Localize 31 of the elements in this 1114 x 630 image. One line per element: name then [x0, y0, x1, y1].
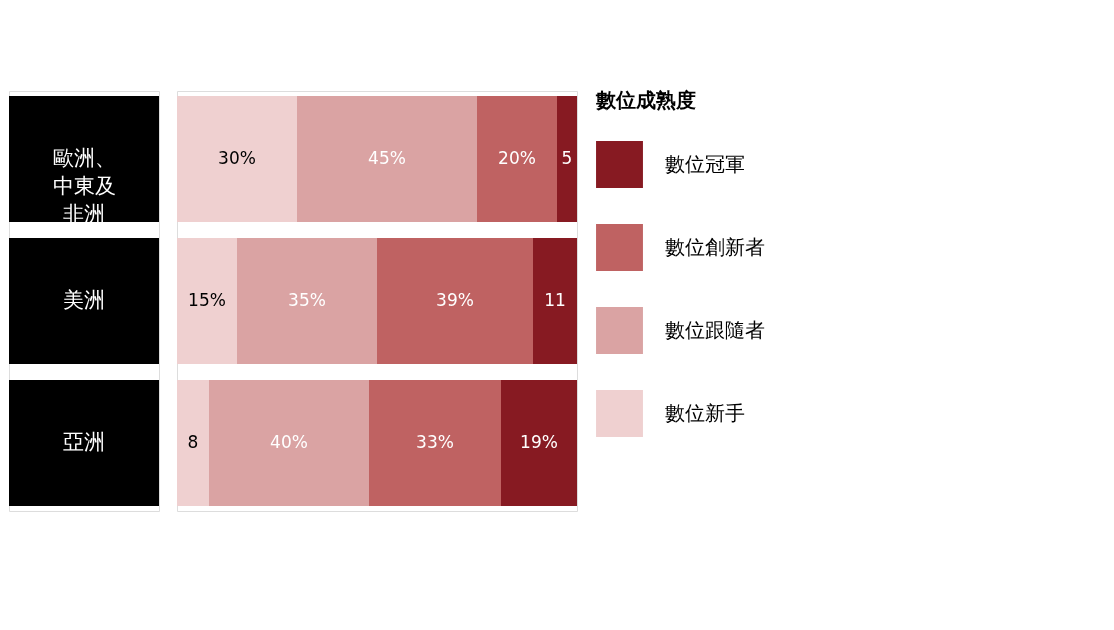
- bar: [533, 238, 577, 364]
- bar: [501, 379, 577, 506]
- data-label: 19%: [520, 431, 558, 452]
- legend-label: 數位創新者: [665, 234, 765, 259]
- data-label: 20%: [498, 148, 536, 169]
- bar: [369, 379, 501, 506]
- bar: [377, 238, 533, 364]
- bar: [177, 238, 237, 364]
- data-label: 45%: [368, 148, 406, 169]
- bar: [297, 96, 477, 223]
- legend-label: 數位新手: [665, 400, 745, 425]
- data-label: 5: [561, 148, 573, 169]
- data-label: 8: [187, 431, 199, 452]
- legend-label: 數位跟隨者: [665, 317, 765, 342]
- data-label: 35%: [288, 290, 326, 310]
- data-label: 40%: [270, 431, 308, 452]
- data-label: 39%: [436, 290, 474, 310]
- data-label: 33%: [416, 431, 454, 452]
- bar: [209, 379, 369, 506]
- data-label: 30%: [218, 148, 256, 169]
- bar: [557, 96, 577, 223]
- y-tick-label: 美洲: [63, 288, 105, 312]
- data-label: 11: [544, 290, 566, 310]
- bar: [237, 238, 377, 364]
- data-label: 15%: [188, 290, 226, 310]
- legend-title: 數位成熟度: [595, 88, 696, 112]
- bar: [177, 379, 209, 506]
- y-tick-label: 亞洲: [63, 429, 105, 454]
- bar: [177, 96, 297, 223]
- legend-label: 數位冠軍: [665, 151, 745, 176]
- bar: [477, 96, 557, 223]
